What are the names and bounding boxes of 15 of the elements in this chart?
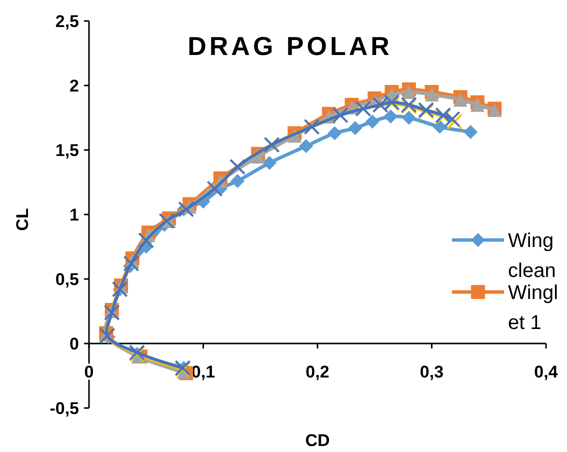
y-axis-title: CL (13, 208, 32, 231)
x-tick-label: 0,4 (534, 362, 558, 382)
legend-label: Wing clean (508, 230, 556, 282)
chart-title: DRAG POLAR (188, 31, 392, 61)
y-tick-label: 1,5 (55, 140, 79, 160)
legend-label: Winglet 1 (508, 282, 558, 334)
x-tick-label: 0,2 (306, 362, 330, 382)
y-tick-label: -0,5 (50, 398, 79, 418)
x-tick-label: 0,3 (420, 362, 444, 382)
x-axis-title: CD (305, 431, 330, 450)
y-tick-label: 2 (70, 76, 79, 96)
y-tick-label: 0 (70, 334, 79, 354)
y-tick-label: 2,5 (55, 12, 79, 31)
y-tick-label: 1 (70, 205, 79, 224)
y-tick-label: 0,5 (55, 270, 79, 289)
